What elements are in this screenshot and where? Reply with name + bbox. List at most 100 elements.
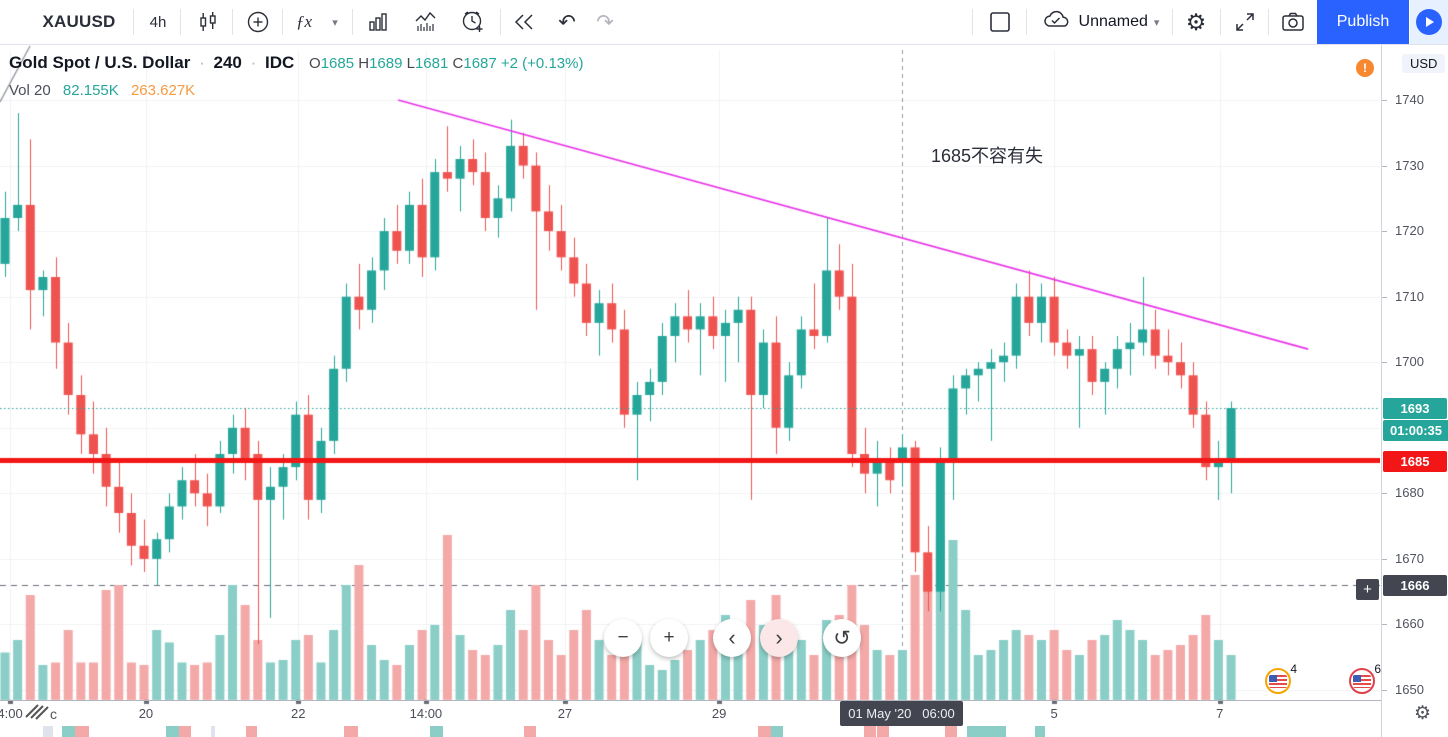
separator-dot: · — [250, 53, 257, 72]
partial-volume-bar — [967, 726, 980, 737]
price-axis-tick — [1382, 558, 1387, 560]
partial-volume-bar — [771, 726, 783, 737]
text-annotation[interactable]: 1685不容有失 — [931, 146, 1044, 166]
indicators-button[interactable]: ƒx — [295, 12, 313, 31]
legend-title-row: Gold Spot / U.S. Dollar · 240 · IDC O168… — [9, 53, 583, 73]
bar-countdown-badge: 01:00:35 — [1383, 420, 1448, 442]
bar-replay-button[interactable] — [504, 0, 544, 44]
partial-volume-bar — [1035, 726, 1045, 737]
symbol-title[interactable]: Gold Spot / U.S. Dollar — [9, 53, 191, 72]
partial-volume-bar — [980, 726, 1006, 737]
economic-events-flag[interactable]: 6 — [1349, 662, 1381, 696]
price-axis-tick — [1382, 296, 1387, 298]
layout-button[interactable] — [978, 0, 1022, 44]
time-axis-separator — [0, 700, 1448, 701]
crosshair-time-badge: 01 May '20 06:00 — [840, 701, 963, 726]
partial-volume-bar — [75, 726, 89, 737]
toolbar-separator — [1172, 9, 1173, 35]
interval-button[interactable]: 4h — [149, 13, 167, 31]
indicator-templates-button[interactable] — [404, 0, 448, 44]
fullscreen-button[interactable] — [1224, 0, 1266, 44]
symbol-button[interactable]: XAUUSD — [42, 12, 116, 31]
partial-volume-bar — [864, 726, 876, 737]
us-flag-icon — [1265, 668, 1291, 694]
price-axis-tick — [1382, 362, 1387, 364]
volume-ma-value: 263.627K — [130, 82, 196, 99]
chart-properties-button[interactable]: ⚙ — [1185, 8, 1207, 35]
legend-interval: 240 — [213, 53, 242, 72]
toolbar-separator — [1026, 9, 1027, 35]
zoom-out-button[interactable]: − — [604, 619, 642, 657]
volume-label[interactable]: Vol 20 — [9, 82, 51, 99]
time-axis-label: 14:00 — [409, 706, 443, 721]
price-axis-label: 1740 — [1395, 92, 1424, 107]
fullscreen-icon — [1233, 10, 1257, 34]
compare-button[interactable] — [236, 0, 280, 44]
toolbar-separator — [180, 9, 181, 35]
reset-chart-button[interactable]: ↺ — [823, 619, 861, 657]
partial-volume-bar — [877, 726, 889, 737]
scroll-right-button[interactable]: › — [760, 619, 798, 657]
currency-chip[interactable]: USD — [1402, 54, 1446, 73]
candlestick-icon — [196, 10, 220, 34]
toolbar-separator — [232, 9, 233, 35]
screenshot-button[interactable] — [1272, 0, 1314, 44]
price-axis-label: 1660 — [1395, 616, 1424, 632]
price-axis-label: 1670 — [1395, 550, 1424, 566]
time-axis-label: 4:00 — [0, 706, 23, 721]
rewind-icon — [511, 9, 537, 35]
time-axis-label: 22 — [291, 706, 306, 721]
chart-layout-name: Unnamed — [1078, 13, 1148, 30]
price-axis-tick — [1382, 231, 1387, 233]
financials-button[interactable] — [356, 0, 400, 44]
toolbar-separator — [352, 9, 353, 35]
partial-volume-bar — [430, 726, 443, 737]
separator-dot: · — [199, 53, 205, 72]
watermark-logo: c — [25, 704, 57, 722]
chart-pane: Gold Spot / U.S. Dollar · 240 · IDC O168… — [0, 45, 1448, 737]
bar-chart-icon — [366, 10, 390, 34]
partial-volume-bar — [211, 726, 215, 737]
us-flag-icon — [1349, 668, 1375, 694]
axis-settings-gear-icon[interactable]: ⚙ — [1414, 703, 1432, 724]
legend-exchange: IDC — [265, 53, 295, 72]
play-tile[interactable] — [1410, 0, 1448, 44]
undo-button[interactable]: ↶ — [558, 10, 576, 34]
economic-events-flag[interactable]: 4 — [1265, 662, 1297, 696]
time-axis-label: 29 — [711, 706, 727, 721]
time-axis-label: 5 — [1050, 706, 1058, 721]
publish-button[interactable]: Publish — [1317, 0, 1409, 44]
partial-volume-bar — [62, 726, 75, 737]
partial-volume-bar — [43, 726, 53, 737]
price-axis-label: 1720 — [1395, 223, 1424, 239]
price-axis-tick — [1382, 100, 1387, 101]
time-axis-label: 20 — [138, 706, 154, 721]
scroll-left-button[interactable]: ‹ — [713, 619, 751, 657]
notification-alert-icon[interactable]: ! — [1356, 59, 1374, 77]
zoom-in-button[interactable]: + — [650, 619, 688, 657]
top-toolbar: XAUUSD 4h ƒx ▾ ↶ ↷ — [0, 0, 1448, 45]
toolbar-separator — [500, 9, 501, 35]
redo-button[interactable]: ↷ — [596, 10, 614, 34]
toolbar-separator — [133, 9, 134, 35]
alarm-clock-plus-icon — [459, 8, 487, 36]
partial-volume-bar — [524, 726, 536, 737]
price-axis[interactable]: USD 1740 1730 1720 1710 1700 1680 1670 1660 1650… — [1381, 45, 1448, 737]
toolbar-separator — [972, 9, 973, 35]
chart-style-button[interactable] — [186, 0, 230, 44]
alert-add-button[interactable] — [450, 0, 496, 44]
toolbar-separator — [1220, 9, 1221, 35]
wave-chart-icon — [413, 9, 439, 35]
cloud-check-icon — [1041, 8, 1073, 37]
chevron-down-icon: ▾ — [1153, 16, 1160, 29]
save-layout-button[interactable]: Unnamed ▾ — [1030, 0, 1170, 44]
price-axis-tick — [1382, 493, 1387, 495]
price-axis-label: 1700 — [1395, 354, 1424, 370]
partial-volume-bar — [246, 726, 257, 737]
price-chart-canvas[interactable] — [0, 45, 1380, 737]
price-level-badge: 1685 — [1383, 450, 1447, 472]
indicators-dropdown-chevron-icon[interactable]: ▾ — [332, 16, 338, 29]
add-order-plus-button[interactable]: + — [1356, 579, 1379, 600]
time-axis-label: 27 — [557, 706, 573, 721]
